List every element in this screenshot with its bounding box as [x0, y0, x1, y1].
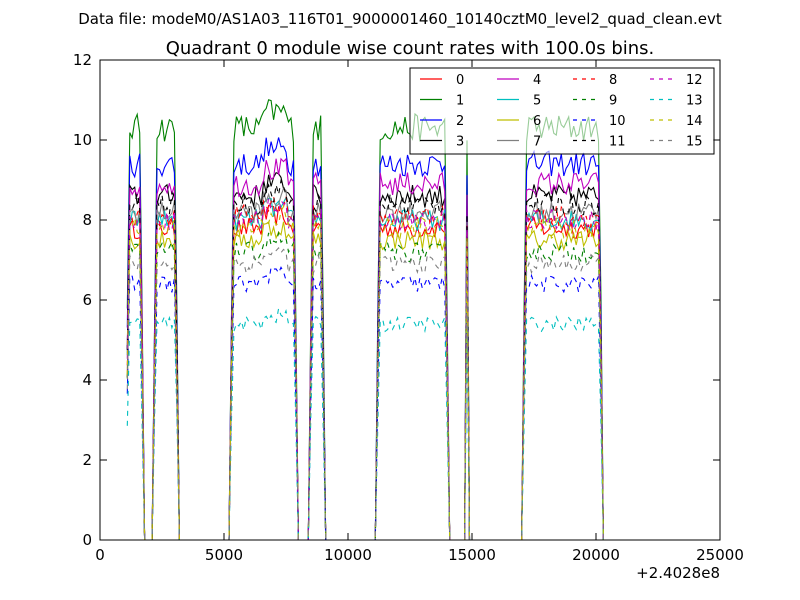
legend-label-15: 15: [686, 135, 703, 150]
legend-label-11: 11: [609, 135, 626, 150]
legend-box: [409, 67, 715, 155]
series-line-15: [126, 246, 604, 540]
legend-label-2: 2: [456, 114, 464, 129]
y-tick-label: 8: [82, 211, 92, 229]
x-tick-label: 20000: [572, 546, 620, 564]
series-line-9: [126, 230, 604, 540]
chart-title: Quadrant 0 module wise count rates with …: [166, 38, 655, 59]
legend-label-3: 3: [456, 135, 464, 150]
legend-label-6: 6: [533, 114, 541, 129]
plot-area: [126, 99, 604, 540]
series-line-7: [126, 187, 604, 540]
legend-label-5: 5: [533, 94, 541, 109]
x-tick-label: 5000: [205, 546, 243, 564]
y-tick-label: 0: [82, 531, 92, 549]
x-tick-label: 25000: [696, 546, 744, 564]
legend-label-7: 7: [533, 135, 541, 150]
series-line-13: [126, 306, 604, 540]
legend-label-9: 9: [609, 94, 617, 109]
legend-label-0: 0: [456, 73, 464, 88]
legend-label-4: 4: [533, 73, 541, 88]
legend-label-13: 13: [686, 94, 703, 109]
series-line-1: [126, 99, 604, 540]
y-tick-label: 4: [82, 371, 92, 389]
y-tick-label: 6: [82, 291, 92, 309]
x-tick-label: 0: [95, 546, 105, 564]
legend-label-12: 12: [686, 73, 703, 88]
x-tick-label: 15000: [448, 546, 496, 564]
series-line-14: [126, 204, 604, 540]
legend-label-14: 14: [686, 114, 703, 129]
series-line-8: [126, 195, 604, 540]
series-line-0: [126, 204, 604, 540]
series-line-10: [126, 266, 604, 540]
legend-label-1: 1: [456, 94, 464, 109]
series-line-11: [126, 179, 604, 540]
legend-label-10: 10: [609, 114, 626, 129]
y-tick-label: 2: [82, 451, 92, 469]
x-offset-label: +2.4028e8: [636, 564, 720, 582]
legend-label-8: 8: [609, 73, 617, 88]
series-line-12: [126, 198, 604, 540]
y-tick-label: 12: [73, 51, 92, 69]
x-tick-label: 10000: [324, 546, 372, 564]
series-line-5: [126, 195, 604, 540]
y-tick-label: 10: [73, 131, 92, 149]
series-line-6: [126, 221, 604, 540]
suptitle: Data file: modeM0/AS1A03_116T01_90000014…: [78, 10, 722, 29]
